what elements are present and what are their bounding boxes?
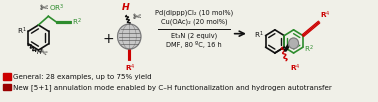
Text: DMF, 80 ºC, 16 h: DMF, 80 ºC, 16 h: [166, 41, 222, 48]
Text: R$^2$: R$^2$: [72, 16, 82, 28]
Text: R$^2$: R$^2$: [304, 43, 314, 55]
Text: Et₃N (2 equiv): Et₃N (2 equiv): [171, 33, 217, 39]
Text: Pd(dippp)Cl₂ (10 mol%): Pd(dippp)Cl₂ (10 mol%): [155, 9, 233, 16]
Circle shape: [118, 24, 141, 49]
Text: R$^4$: R$^4$: [290, 63, 300, 74]
Text: R$^4$: R$^4$: [125, 63, 135, 74]
Text: H: H: [122, 3, 130, 12]
Text: +: +: [103, 32, 115, 47]
Text: R$^1$: R$^1$: [17, 26, 26, 37]
FancyArrowPatch shape: [234, 31, 244, 36]
Text: R$^1$: R$^1$: [254, 30, 264, 41]
Text: H: H: [36, 49, 41, 55]
Circle shape: [289, 38, 299, 49]
Text: ✄: ✄: [132, 12, 141, 22]
Text: OR$^3$: OR$^3$: [49, 3, 65, 14]
Text: ✄: ✄: [40, 3, 48, 13]
Text: R$^4$: R$^4$: [320, 10, 330, 21]
Bar: [3, 73, 11, 80]
Text: ✄: ✄: [36, 46, 48, 59]
Text: New [5+1] annulation mode enabled by C–H functionalization and hydrogen autotran: New [5+1] annulation mode enabled by C–H…: [13, 84, 332, 91]
Text: Cu(OAc)₂ (20 mol%): Cu(OAc)₂ (20 mol%): [161, 18, 227, 25]
Text: General: 28 examples, up to 75% yield: General: 28 examples, up to 75% yield: [13, 74, 152, 80]
Bar: [3, 84, 11, 90]
